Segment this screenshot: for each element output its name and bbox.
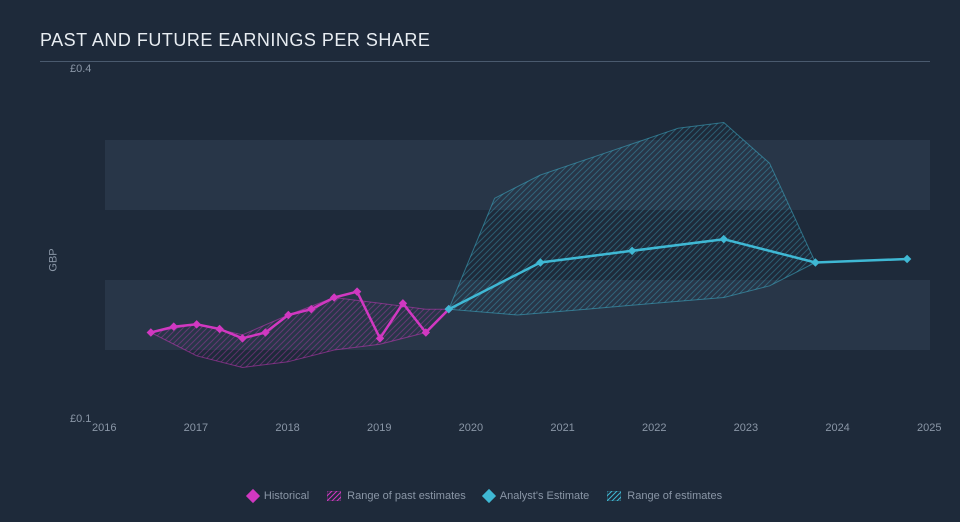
x-tick-label: 2020	[459, 422, 483, 434]
legend-marker-icon	[246, 489, 260, 503]
x-tick-label: 2024	[825, 422, 849, 434]
eps-chart: PAST AND FUTURE EARNINGS PER SHARE GBP £…	[40, 30, 930, 502]
x-tick-label: 2017	[184, 422, 208, 434]
y-axis-title: GBP	[48, 248, 60, 271]
legend: Historical Range of past estimates Analyst…	[40, 490, 930, 502]
x-tick-label: 2021	[550, 422, 574, 434]
legend-hatch-icon	[327, 491, 341, 501]
legend-label: Analyst's Estimate	[500, 490, 590, 502]
x-tick-label: 2018	[275, 422, 299, 434]
chart-title: PAST AND FUTURE EARNINGS PER SHARE	[40, 30, 930, 62]
x-tick-label: 2016	[92, 422, 116, 434]
legend-marker-icon	[482, 489, 496, 503]
y-tick-label: £0.4	[70, 63, 91, 75]
legend-label: Range of estimates	[627, 490, 722, 502]
x-tick-label: 2025	[917, 422, 941, 434]
legend-item-historical: Historical	[248, 490, 309, 502]
legend-hatch-icon	[607, 491, 621, 501]
x-tick-label: 2019	[367, 422, 391, 434]
legend-item-estimate_range: Range of estimates	[607, 490, 722, 502]
legend-item-estimate: Analyst's Estimate	[484, 490, 590, 502]
historical-marker	[353, 287, 361, 295]
legend-item-historical_range: Range of past estimates	[327, 490, 466, 502]
historical-marker	[147, 328, 155, 336]
y-tick-label: £0.1	[70, 413, 91, 425]
x-tick-label: 2022	[642, 422, 666, 434]
plot-area: GBP £0.1£0.4 201620172018201920202021202…	[40, 70, 930, 450]
legend-label: Range of past estimates	[347, 490, 466, 502]
legend-label: Historical	[264, 490, 309, 502]
estimate-range-area	[449, 123, 816, 316]
x-tick-label: 2023	[734, 422, 758, 434]
historical-range-area	[151, 298, 449, 368]
chart-svg	[105, 70, 930, 420]
estimate-marker	[903, 255, 911, 263]
